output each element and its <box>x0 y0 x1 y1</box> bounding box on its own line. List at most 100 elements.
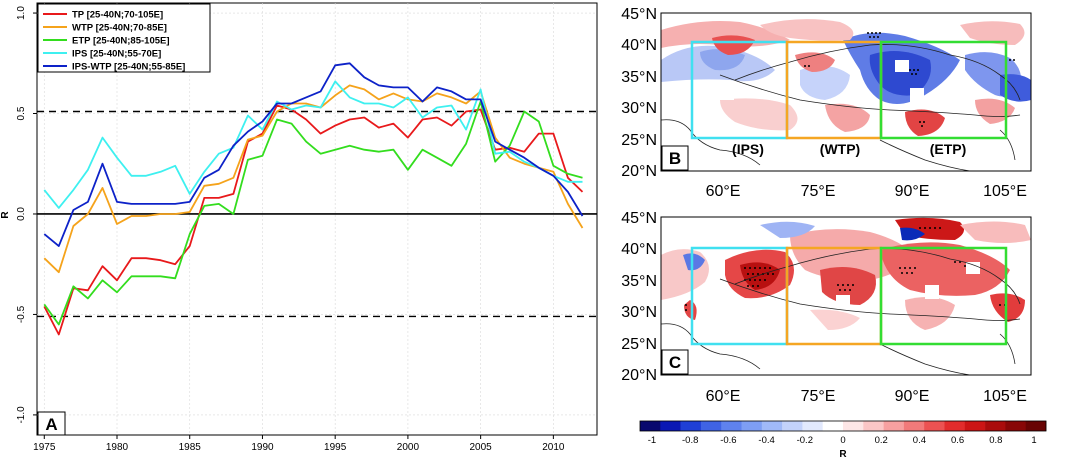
lat-tick: 30°N <box>621 100 657 117</box>
region-box-etp <box>879 40 1008 140</box>
legend: TP [25-40N;70-105E] WTP [25-40N;70-85E] … <box>37 3 211 73</box>
lon-tick: 105°E <box>983 388 1027 405</box>
field-patch <box>880 242 1010 296</box>
series-line-1 <box>43 84 584 274</box>
lon-tick: 105°E <box>983 183 1027 200</box>
field-patch <box>825 103 870 132</box>
coastline <box>661 44 1021 171</box>
panel-label-a: A <box>45 415 57 434</box>
x-tick-label: 1990 <box>251 442 274 453</box>
lon-tick: 60°E <box>706 183 741 200</box>
field-patch <box>760 221 815 238</box>
colorbar-cell <box>1005 421 1026 431</box>
x-tick-label: 2000 <box>397 442 420 453</box>
legend-label-wtp: WTP [25-40N;70-85E] <box>72 23 167 34</box>
field-patch <box>800 66 850 100</box>
y-tick-label: 0.5 <box>16 106 27 120</box>
field-patch <box>990 293 1025 322</box>
colorbar-label: R <box>839 449 847 460</box>
x-axis-ticks: 1975 1980 1985 1990 1995 2000 2005 2010 <box>33 435 565 453</box>
correlation-field <box>661 217 1031 375</box>
colorbar-frame <box>639 420 1047 432</box>
region-box-etp <box>879 246 1008 346</box>
field-gap <box>895 60 909 72</box>
coastline <box>661 248 1021 375</box>
significance-stipple <box>804 32 1015 127</box>
lon-tick: 60°E <box>706 388 741 405</box>
colorbar-cell <box>924 421 945 431</box>
field-gap <box>720 88 734 100</box>
lat-tick: 40°N <box>621 241 657 258</box>
colorbar-cells <box>640 421 1047 431</box>
panel-label-frame <box>37 411 66 436</box>
panel-label-a-box: A <box>37 411 66 436</box>
y-axis-label: R <box>0 211 11 219</box>
legend-label-ips: IPS [25-40N;55-70E] <box>72 49 161 60</box>
lat-tick: 20°N <box>621 367 657 384</box>
field-patch <box>683 253 705 271</box>
lat-tick: 25°N <box>621 336 657 353</box>
colorbar-cell <box>660 421 681 431</box>
lat-tick: 35°N <box>621 273 657 290</box>
colorbar-cell <box>822 421 844 431</box>
colorbar-ticks: -1 -0.8 -0.6 -0.4 -0.2 0 0.2 0.4 0.6 0.8 1 <box>648 435 1037 446</box>
map-frame <box>660 12 1032 172</box>
line-chart-panel-a: 1975 1980 1985 1990 1995 2000 2005 2010 -1.0 -0.… <box>0 2 598 453</box>
map-b-y-ticks: 45°N 40°N 35°N 30°N 25°N 20°N <box>621 6 657 180</box>
y-tick-label: -0.5 <box>16 305 27 323</box>
field-patch <box>960 221 1031 243</box>
field-patch <box>720 98 798 131</box>
region-label-ips: (IPS) <box>732 141 764 157</box>
x-tick-label: 1995 <box>324 442 347 453</box>
colorbar-cell <box>903 421 925 431</box>
colorbar-cell <box>700 421 722 431</box>
field-patch <box>869 51 931 96</box>
significance-stipple <box>685 227 1006 311</box>
panel-label-c: C <box>669 353 681 372</box>
colorbar-cell <box>863 421 884 431</box>
series-line-2 <box>43 100 583 326</box>
reference-lines <box>37 110 597 318</box>
y-tick-label: -1.0 <box>16 406 27 424</box>
plot-area <box>36 2 598 436</box>
colorbar-cell <box>964 421 986 431</box>
field-patch <box>712 35 755 55</box>
field-gap <box>910 88 924 106</box>
y-axis-ticks: -1.0 -0.5 0.0 0.5 1.0 <box>16 6 37 424</box>
colorbar-tick-label: 0.8 <box>989 435 1002 446</box>
colorbar-cell <box>782 421 803 431</box>
lon-tick: 75°E <box>801 183 836 200</box>
field-patch <box>810 309 860 330</box>
colorbar-cell <box>741 421 763 431</box>
legend-label-tp: TP [25-40N;70-105E] <box>72 10 163 21</box>
map-frame <box>660 216 1032 376</box>
field-patch <box>900 227 925 241</box>
colorbar-tick-label: -0.2 <box>797 435 813 446</box>
x-tick-label: 1980 <box>106 442 129 453</box>
lat-tick: 20°N <box>621 163 657 180</box>
panel-label-frame <box>661 349 689 375</box>
lat-tick: 35°N <box>621 69 657 86</box>
map-c-y-ticks: 45°N 40°N 35°N 30°N 25°N 20°N <box>621 210 657 384</box>
colorbar-tick-label: -1 <box>648 435 656 446</box>
field-patch <box>790 229 915 281</box>
colorbar-tick-label: 1 <box>1031 435 1036 446</box>
lon-tick: 75°E <box>801 388 836 405</box>
field-patch <box>740 262 780 290</box>
region-label-etp: (ETP) <box>930 141 967 157</box>
lon-tick: 90°E <box>895 183 930 200</box>
field-gap <box>925 285 939 299</box>
x-tick-label: 2005 <box>470 442 493 453</box>
y-tick-label: 0.0 <box>16 207 27 221</box>
colorbar-cell <box>721 421 742 431</box>
map-c-x-ticks: 60°E 75°E 90°E 105°E <box>706 388 1027 405</box>
field-patch <box>905 296 955 330</box>
lat-tick: 25°N <box>621 132 657 149</box>
colorbar-cell <box>1025 421 1047 431</box>
panel-label-b: B <box>669 149 681 168</box>
x-tick-label: 2010 <box>542 442 565 453</box>
colorbar-tick-label: 0.2 <box>875 435 888 446</box>
legend-box <box>37 3 211 73</box>
colorbar-cell <box>883 421 905 431</box>
